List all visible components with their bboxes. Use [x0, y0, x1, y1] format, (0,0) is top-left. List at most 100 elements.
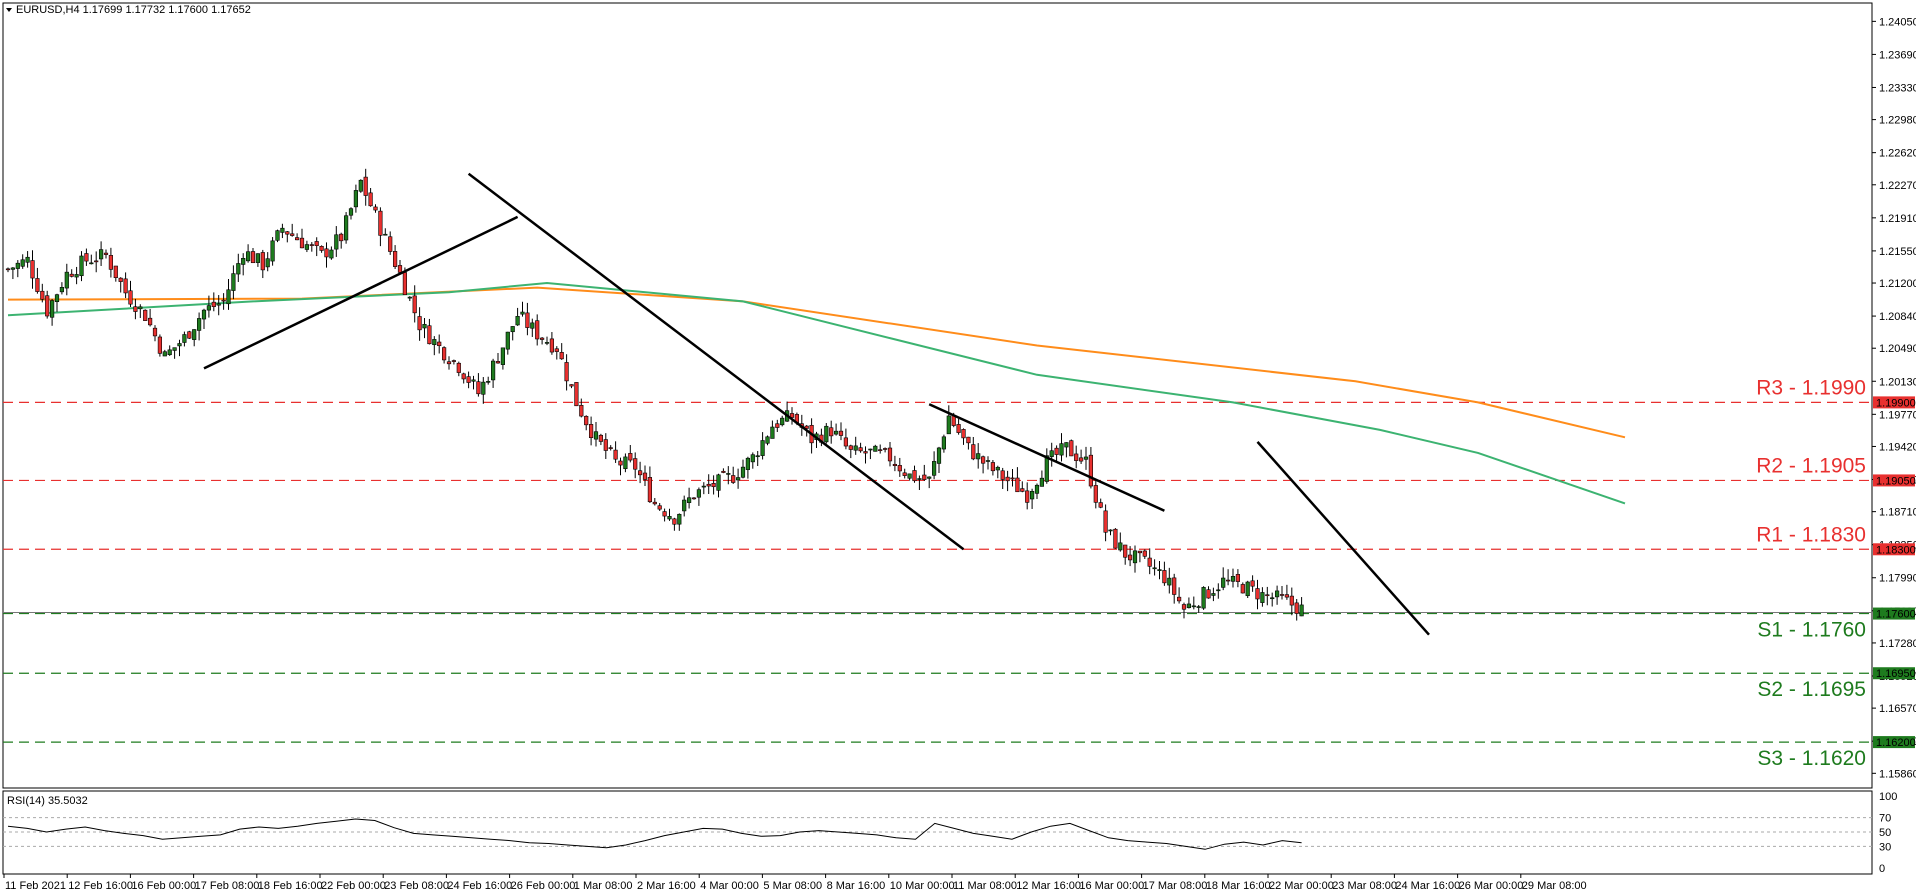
candle-body: [148, 317, 153, 326]
y-tick-label: 1.21200: [1879, 278, 1916, 290]
candle-body: [255, 253, 261, 263]
y-tick-label: 1.20490: [1879, 343, 1916, 355]
candle-body: [1152, 567, 1157, 570]
candle-body: [74, 274, 79, 278]
candle-body: [966, 436, 971, 444]
candle-body: [1083, 456, 1089, 460]
candle-body: [412, 295, 417, 314]
candle-body: [848, 445, 853, 450]
y-tick-label: 1.18710: [1879, 507, 1916, 519]
candle-body: [530, 322, 535, 329]
candle-body: [397, 265, 403, 273]
candle-body: [481, 381, 486, 395]
candle-body: [745, 457, 750, 470]
x-tick-label: 17 Feb 08:00: [195, 880, 260, 892]
x-tick-label: 11 Mar 08:00: [953, 880, 1017, 892]
trendline: [928, 403, 1165, 512]
candle-body: [226, 289, 231, 305]
candle-body: [1005, 476, 1010, 482]
x-tick-label: 23 Mar 08:00: [1332, 880, 1397, 892]
candle-body: [89, 262, 94, 265]
candle-body: [99, 249, 104, 260]
candle-body: [623, 456, 628, 470]
candle-body: [633, 458, 638, 470]
rsi-pane-border: [2, 790, 1873, 875]
candle-body: [667, 516, 672, 520]
candle-body: [686, 497, 692, 503]
candle-body: [868, 448, 873, 451]
candle-body: [343, 215, 349, 241]
candle-body: [1039, 477, 1044, 487]
chevron-down-icon[interactable]: [6, 8, 12, 12]
candle-body: [931, 461, 937, 476]
candle-body: [59, 287, 64, 293]
candle-body: [197, 318, 202, 331]
candle-body: [10, 267, 16, 270]
level-label: S1 - 1.1760: [1757, 619, 1866, 642]
candle-body: [456, 362, 461, 373]
y-tick-label: 1.21910: [1879, 213, 1916, 225]
candle-body: [20, 259, 25, 267]
candle-body: [1216, 589, 1221, 592]
candle-body: [535, 320, 540, 340]
candle-body: [525, 312, 530, 328]
rsi-tick-label: 100: [1879, 791, 1897, 803]
candle-body: [1191, 605, 1196, 608]
level-price-tag: [1873, 736, 1915, 749]
candle-body: [936, 447, 942, 464]
candle-body: [216, 303, 221, 306]
candle-body: [1157, 569, 1162, 571]
candle-body: [378, 210, 383, 236]
candle-body: [917, 478, 922, 480]
candle-body: [103, 252, 109, 255]
x-tick-label: 22 Feb 00:00: [321, 880, 386, 892]
candle-body: [588, 424, 594, 439]
candle-body: [476, 381, 481, 395]
x-tick-label: 5 Mar 08:00: [763, 880, 822, 892]
candle-body: [383, 233, 388, 236]
candle-body: [314, 241, 319, 246]
candle-body: [726, 473, 731, 475]
candle-body: [780, 417, 785, 426]
candle-body: [1128, 554, 1133, 561]
candle-body: [221, 299, 226, 302]
candle-body: [1000, 470, 1005, 480]
candle-body: [187, 331, 192, 339]
candle-body: [1010, 477, 1015, 480]
candle-body: [290, 233, 295, 236]
candle-body: [265, 258, 270, 268]
candle-body: [177, 343, 182, 347]
candle-body: [437, 341, 442, 347]
candle-body: [1015, 477, 1020, 493]
candle-body: [1226, 579, 1231, 582]
candle-body: [858, 447, 863, 452]
candle-body: [427, 325, 432, 345]
candle-body: [162, 351, 167, 357]
level-price-tag: [1873, 667, 1915, 680]
candle-body: [157, 336, 163, 354]
candle-body: [539, 337, 545, 340]
candle-body: [1177, 596, 1182, 602]
candle-body: [182, 334, 187, 343]
level-price-tag: [1873, 607, 1915, 620]
rsi-tick-label: 50: [1879, 827, 1891, 839]
symbol-header: EURUSD,H4 1.17699 1.17732 1.17600 1.1765…: [16, 4, 251, 16]
candle-body: [490, 360, 496, 381]
candle-body: [143, 309, 148, 321]
candle-body: [863, 451, 868, 454]
candle-body: [49, 300, 55, 318]
candle-body: [682, 499, 687, 512]
candle-body: [584, 415, 589, 426]
candle-body: [1044, 455, 1049, 482]
candle-body: [353, 190, 359, 208]
candle-body: [495, 361, 501, 364]
candle-body: [976, 453, 981, 460]
candle-body: [285, 231, 290, 235]
candle-body: [407, 296, 412, 299]
level-label: S2 - 1.1695: [1757, 678, 1866, 701]
x-tick-label: 17 Mar 08:00: [1143, 880, 1208, 892]
candle-body: [569, 384, 574, 387]
ma-fast-line: [7, 281, 1626, 505]
y-tick-label: 1.22980: [1879, 115, 1916, 127]
candle-body: [961, 429, 966, 439]
